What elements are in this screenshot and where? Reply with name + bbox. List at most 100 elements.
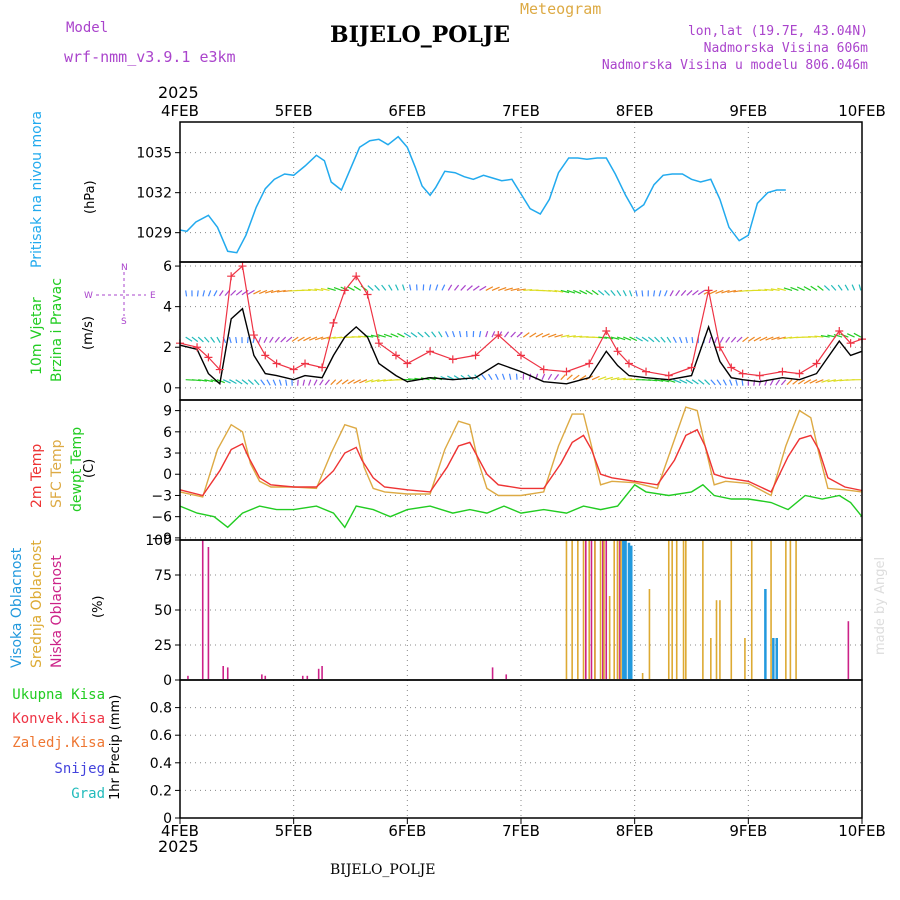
compass-e: E: [150, 291, 156, 301]
wind-direction-arrow: [729, 379, 733, 386]
wind-direction-arrow: [780, 379, 787, 386]
wind-direction-arrow: [797, 379, 805, 385]
wind-direction-arrow: [285, 379, 288, 386]
year-bottom: 2025: [158, 837, 199, 856]
wind-direction-arrow: [431, 331, 437, 338]
wind-direction-arrow: [222, 379, 231, 384]
wind-direction-arrow: [516, 331, 523, 338]
wind-direction-arrow: [280, 336, 287, 343]
wind-direction-arrow: [844, 284, 849, 291]
wind-gust-marker: [755, 371, 764, 380]
wind-direction-arrow: [377, 379, 386, 383]
wind-gust-marker: [613, 347, 622, 356]
wind-direction-arrow: [658, 290, 662, 297]
wind-gust-marker: [352, 272, 361, 281]
wind-direction-arrow: [501, 373, 506, 380]
wind-direction-arrow: [510, 331, 516, 338]
wind-direction-arrow: [597, 289, 605, 296]
wind-direction-arrow: [191, 336, 199, 343]
wind-direction-arrow: [202, 290, 206, 297]
wind-direction-arrow: [390, 333, 399, 338]
wind-direction-arrow: [191, 379, 201, 382]
y-tick-label: 0.6: [150, 728, 172, 744]
wind-direction-arrow: [783, 287, 793, 291]
wind-direction-arrow: [679, 379, 688, 384]
y-tick-label: 9: [163, 404, 172, 420]
wind-direction-arrow: [424, 331, 430, 338]
wind-direction-arrow: [336, 379, 343, 385]
y-tick-label: 0: [163, 673, 172, 689]
wind-direction-arrow: [833, 379, 843, 382]
wind-direction-arrow: [197, 336, 204, 343]
wind-direction-arrow: [790, 286, 799, 291]
wind-direction-arrow: [858, 284, 862, 291]
wind-direction-arrow: [207, 290, 212, 297]
wind-direction-arrow: [727, 289, 736, 294]
wind-direction-arrow: [765, 336, 774, 341]
wind-direction-arrow: [686, 289, 693, 296]
wind-direction-arrow: [572, 374, 580, 381]
wind-direction-arrow: [641, 290, 644, 297]
wind-direction-arrow: [370, 334, 380, 338]
wind-direction-arrow: [604, 289, 610, 296]
wind-direction-arrow: [254, 379, 260, 386]
wind-direction-arrow: [648, 379, 658, 382]
wind-direction-arrow: [815, 379, 824, 384]
wind-direction-arrow: [458, 331, 462, 338]
wind-direction-arrow: [359, 379, 368, 384]
wind-direction-arrow: [491, 331, 496, 338]
wind-direction-arrow: [610, 336, 620, 340]
wind-direction-arrow: [297, 336, 305, 342]
wind-direction-arrow: [736, 336, 743, 343]
wind-gust-marker: [193, 343, 202, 352]
wind-direction-arrow: [494, 373, 499, 380]
wind-direction-arrow: [276, 289, 286, 293]
wind-gust-marker: [562, 367, 571, 376]
wind-direction-arrow: [616, 377, 626, 381]
wind-direction-arrow: [219, 290, 224, 297]
wind-direction-arrow: [235, 289, 243, 296]
wind-direction-arrow: [817, 285, 824, 291]
wind-gust-marker: [363, 290, 372, 299]
wind-direction-arrow: [454, 284, 460, 291]
wind-gust-marker: [687, 363, 696, 372]
time-tick-label-bottom: 9FEB: [729, 822, 767, 840]
wind-gust-marker: [426, 347, 435, 356]
wind-direction-arrow: [654, 336, 661, 343]
wind-direction-arrow: [823, 285, 831, 291]
wind-direction-arrow: [347, 379, 355, 385]
time-tick-label-top: 7FEB: [502, 102, 540, 120]
y-tick-label: 1032: [136, 186, 172, 202]
wind-direction-arrow: [554, 289, 564, 293]
wind-direction-arrow: [547, 373, 553, 381]
wind-direction-arrow: [753, 336, 762, 342]
wind-direction-arrow: [228, 336, 232, 344]
wind-direction-arrow: [691, 379, 699, 385]
time-tick-label-top: 8FEB: [616, 102, 654, 120]
meteogram-subtitle: Meteogram: [520, 0, 602, 18]
wind-direction-arrow: [522, 332, 530, 338]
compass-rose: N S W E: [84, 263, 156, 327]
wind-direction-arrow: [715, 289, 724, 294]
wind-direction-arrow: [466, 285, 473, 291]
wind-direction-arrow: [733, 289, 743, 293]
wind-direction-arrow: [623, 378, 633, 381]
legend-zaledj-kisa: Zaledj.Kisa: [12, 735, 105, 751]
wind-gust-marker: [642, 367, 651, 376]
wind-direction-arrow: [660, 379, 670, 383]
wind-direction-arrow: [573, 289, 582, 295]
wind-gust-marker: [448, 355, 457, 364]
wind-direction-arrow: [846, 333, 855, 338]
wind-direction-arrow: [367, 285, 374, 291]
wind-gust-marker: [340, 286, 349, 295]
wind-direction-arrow: [777, 336, 786, 340]
wind-direction-arrow: [213, 290, 218, 297]
wind-direction-arrow: [370, 379, 380, 383]
wind-direction-arrow: [397, 332, 405, 338]
wind-direction-arrow: [409, 284, 412, 291]
wind-gust-marker: [585, 359, 594, 368]
wind-direction-arrow: [680, 290, 687, 296]
wind-direction-arrow: [478, 331, 482, 338]
wind-direction-arrow: [666, 336, 672, 343]
wind-direction-arrow: [383, 333, 393, 338]
